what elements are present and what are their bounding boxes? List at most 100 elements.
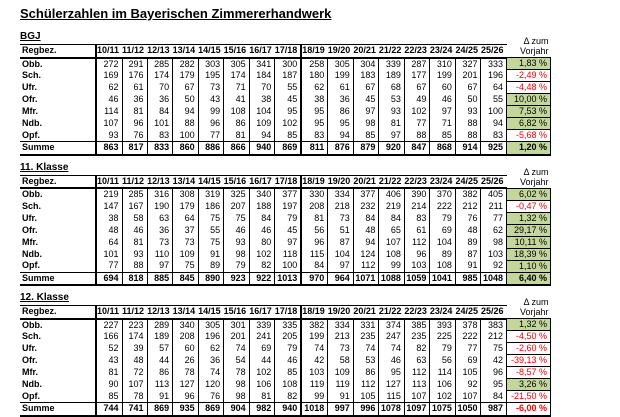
value-cell: 334 — [327, 318, 354, 331]
row-label: Ofr. — [20, 93, 97, 106]
value-cell: 88 — [455, 129, 482, 142]
value-cell: 114 — [429, 366, 456, 379]
value-cell: 61 — [404, 224, 431, 236]
value-cell: 333 — [480, 57, 507, 70]
table-row: Sch. 147 167 190 179 186 207 188 197 208 218 232 219… — [20, 199, 551, 213]
value-cell: 43 — [96, 354, 123, 367]
table-row: Obb. 272 291 285 282 303 305 341 300 258 305 304 339… — [20, 57, 551, 70]
value-cell: 212 — [480, 330, 507, 343]
value-cell: 177 — [404, 69, 431, 82]
year-column-header: 13/14 — [172, 44, 199, 59]
delta-column-header-text: Δ zum Vorjahr — [519, 297, 549, 317]
value-cell: 105 — [455, 366, 482, 379]
value-cell: 81 — [96, 366, 123, 379]
value-cell: 84 — [353, 212, 380, 224]
value-cell: 341 — [249, 57, 276, 70]
value-cell: 62 — [198, 342, 225, 355]
summe-row: Summe 863 817 833 860 886 866 940 869 811 876 879 92… — [20, 141, 551, 156]
value-cell: 847 — [404, 141, 431, 156]
value-cell: 91 — [327, 390, 354, 403]
year-column-header: 15/16 — [223, 174, 250, 189]
value-cell: 77 — [455, 342, 482, 355]
value-cell: 885 — [147, 271, 174, 286]
value-cell: 75 — [223, 212, 250, 224]
value-cell: 63 — [147, 212, 174, 224]
value-cell: 68 — [378, 81, 405, 94]
value-cell: 83 — [301, 129, 329, 142]
value-cell: 69 — [249, 342, 276, 355]
table-row: Ofr. 46 36 36 50 43 41 38 45 38 36 45 53 49 46 50 55 10,0… — [20, 93, 551, 106]
value-cell: 890 — [198, 271, 225, 286]
value-cell: 62 — [480, 224, 507, 236]
row-label: Ufr. — [20, 81, 97, 94]
value-cell: 124 — [353, 248, 380, 260]
value-cell: 36 — [198, 354, 225, 367]
value-cell: 56 — [429, 354, 456, 367]
value-cell: 208 — [172, 330, 199, 343]
value-cell: 886 — [198, 141, 225, 156]
row-label: Ndb. — [20, 378, 97, 391]
delta-column-header: Δ zum Vorjahr — [507, 36, 551, 58]
value-cell: 879 — [353, 141, 380, 156]
value-cell: 196 — [198, 330, 225, 343]
value-cell: 97 — [327, 260, 354, 272]
value-cell: 199 — [327, 69, 354, 82]
value-cell: 97 — [378, 129, 405, 142]
value-cell: 87 — [327, 236, 354, 248]
value-cell: 247 — [378, 330, 405, 343]
value-cell: 115 — [378, 390, 405, 403]
table-row: Ufr. 52 39 57 60 62 74 69 79 74 73 74 74 82 79 77 75 -2,6… — [20, 342, 551, 355]
row-label: Ndb. — [20, 117, 97, 130]
value-cell: 67 — [353, 81, 380, 94]
region-column-header: Regbez. — [20, 305, 97, 320]
value-cell: 1050 — [455, 402, 482, 417]
value-cell: 53 — [353, 354, 380, 367]
value-cell: 80 — [249, 236, 276, 248]
value-cell: 207 — [223, 200, 250, 212]
value-cell: 54 — [223, 354, 250, 367]
delta-cell: 1,10 % — [506, 259, 551, 273]
row-label: Obb. — [20, 188, 97, 200]
value-cell: 41 — [223, 93, 250, 106]
year-column-header: 21/22 — [378, 174, 405, 189]
value-cell: 201 — [455, 69, 482, 82]
value-cell: 374 — [378, 318, 405, 331]
row-label: Summe — [20, 141, 97, 156]
value-cell: 818 — [122, 271, 148, 286]
year-column-header: 19/20 — [327, 174, 354, 189]
value-cell: 73 — [198, 81, 225, 94]
row-label: Obb. — [20, 57, 97, 70]
value-cell: 310 — [429, 57, 456, 70]
value-cell: 196 — [480, 69, 507, 82]
value-cell: 377 — [274, 188, 303, 200]
value-cell: 330 — [301, 188, 329, 200]
value-cell: 180 — [301, 69, 329, 82]
value-cell: 208 — [301, 200, 329, 212]
value-cell: 325 — [223, 188, 250, 200]
delta-cell: 3,26 % — [506, 378, 551, 391]
value-cell: 96 — [404, 248, 431, 260]
delta-column-header-text: Δ zum Vorjahr — [519, 36, 549, 56]
data-table: Regbez. 10/11 11/12 12/13 13/14 14/15 15/16 16/… — [20, 36, 551, 156]
value-cell: 282 — [172, 57, 199, 70]
value-cell: 108 — [274, 378, 303, 391]
value-cell: 817 — [122, 141, 148, 156]
value-cell: 167 — [122, 200, 148, 212]
row-label: Mfr. — [20, 105, 97, 118]
value-cell: 107 — [404, 390, 431, 403]
year-column-header: 22/23 — [404, 174, 430, 189]
value-cell: 1018 — [301, 402, 329, 417]
header-row: Regbez. 10/11 11/12 12/13 13/14 14/15 15/16 16/… — [20, 297, 551, 320]
table-row: Ofr. 48 46 36 37 55 46 46 45 56 51 48 65 61 69 48 62 29,1… — [20, 223, 551, 237]
value-cell: 38 — [301, 93, 329, 106]
year-column-header: 13/14 — [172, 174, 199, 189]
value-cell: 69 — [429, 224, 456, 236]
value-cell: 79 — [274, 342, 303, 355]
value-cell: 1048 — [480, 271, 507, 286]
value-cell: 174 — [147, 69, 174, 82]
value-cell: 996 — [353, 402, 380, 417]
value-cell: 75 — [198, 236, 225, 248]
value-cell: 81 — [249, 390, 276, 403]
delta-cell: 10,11 % — [506, 235, 551, 249]
value-cell: 98 — [223, 378, 250, 391]
